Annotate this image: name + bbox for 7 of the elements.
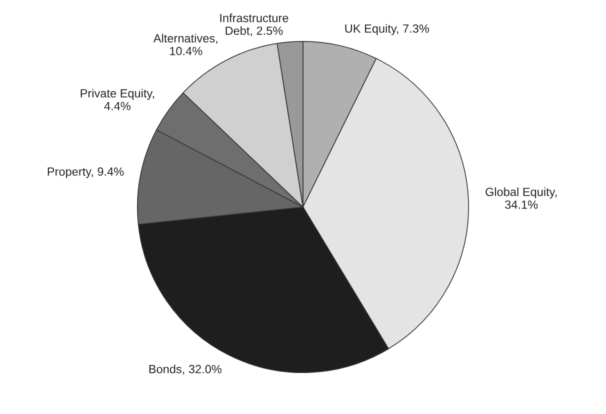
slice-label: Property, 9.4% xyxy=(48,167,124,178)
slice-label: UK Equity, 7.3% xyxy=(345,24,430,36)
slice-label: Alternatives, 10.4% xyxy=(153,34,218,56)
slice-label: Infrastructure Debt, 2.5% xyxy=(220,14,288,36)
slice-label: Private Equity, 4.4% xyxy=(80,88,154,110)
slice-label: Bonds, 32.0% xyxy=(149,364,222,375)
slice-label: Global Equity, 34.1% xyxy=(486,187,557,209)
